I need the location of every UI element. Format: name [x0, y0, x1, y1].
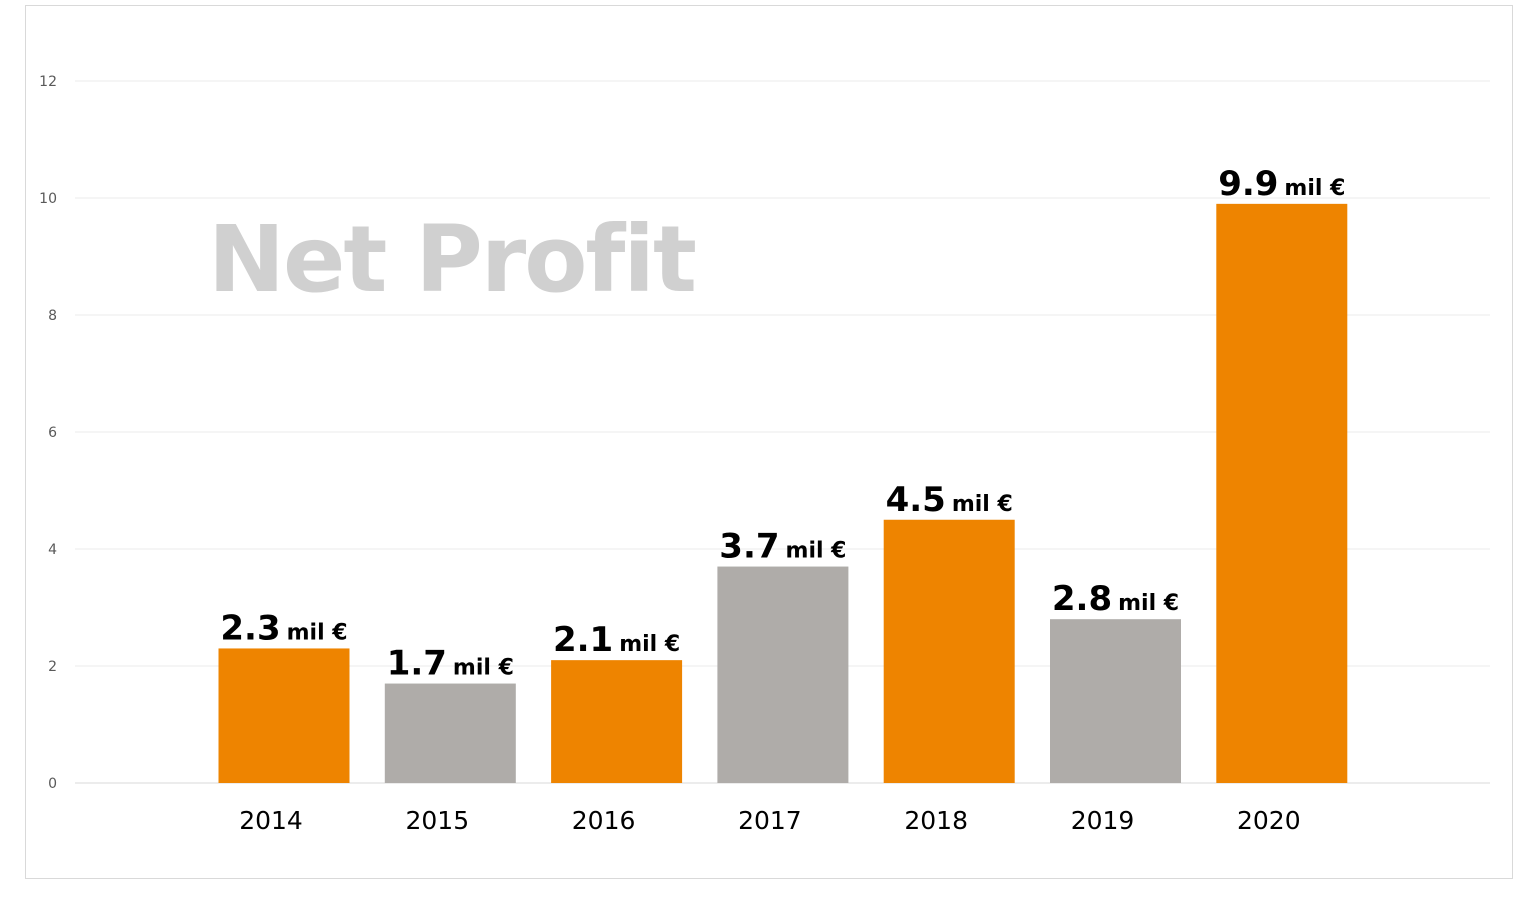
- x-axis-ticks: 2014 2015 2016 2017 2018 2019 2020: [239, 806, 1300, 835]
- bars: [218, 203, 1348, 784]
- value-label-2017: 3.7 mil €: [719, 527, 846, 567]
- value-number: 2.8: [1052, 579, 1112, 619]
- value-unit: mil €: [786, 539, 847, 564]
- value-unit: mil €: [952, 492, 1013, 517]
- x-tick-label-2017: 2017: [738, 806, 802, 835]
- x-tick-label-2014: 2014: [239, 806, 303, 835]
- value-number: 1.7: [387, 644, 447, 684]
- y-tick-label: 10: [39, 191, 57, 207]
- bar-2019: [1050, 619, 1181, 783]
- x-tick-label-2020: 2020: [1237, 806, 1301, 835]
- value-number: 2.3: [220, 608, 280, 648]
- bar-2017: [717, 566, 849, 783]
- x-tick-label-2018: 2018: [904, 806, 968, 835]
- value-unit: mil €: [1284, 176, 1345, 201]
- value-label-2018: 4.5 mil €: [886, 480, 1013, 520]
- x-tick-label-2016: 2016: [572, 806, 636, 835]
- bar-2015: [384, 683, 516, 783]
- value-number: 4.5: [886, 480, 946, 520]
- y-tick-label: 0: [48, 776, 57, 792]
- value-unit: mil €: [1118, 591, 1179, 616]
- bar-2014: [218, 648, 350, 783]
- y-tick-label: 6: [48, 425, 57, 441]
- value-label-2014: 2.3 mil €: [220, 608, 347, 648]
- value-label-2019: 2.8 mil €: [1052, 579, 1179, 619]
- value-number: 2.1: [553, 620, 613, 660]
- value-unit: mil €: [453, 656, 514, 681]
- value-labels: 2.3 mil €1.7 mil €2.1 mil €3.7 mil €4.5 mil €…: [220, 164, 1345, 684]
- value-label-2015: 1.7 mil €: [387, 644, 514, 684]
- value-number: 9.9: [1218, 164, 1278, 204]
- bar-2018: [883, 519, 1015, 783]
- y-axis-ticks: 0 2 4 6 8 10 12: [39, 74, 57, 792]
- x-tick-label-2019: 2019: [1071, 806, 1135, 835]
- value-label-2020: 9.9 mil €: [1218, 164, 1345, 204]
- value-unit: mil €: [619, 632, 680, 657]
- value-unit: mil €: [287, 620, 348, 645]
- value-label-2016: 2.1 mil €: [553, 620, 680, 660]
- y-tick-label: 12: [39, 74, 57, 90]
- y-tick-label: 8: [48, 308, 57, 324]
- y-tick-label: 2: [48, 659, 57, 675]
- bar-2020: [1216, 203, 1348, 784]
- y-tick-label: 4: [48, 542, 57, 558]
- x-tick-label-2015: 2015: [405, 806, 469, 835]
- bar-2016: [551, 660, 683, 783]
- chart-title: Net Profit: [208, 206, 695, 313]
- value-number: 3.7: [719, 527, 779, 567]
